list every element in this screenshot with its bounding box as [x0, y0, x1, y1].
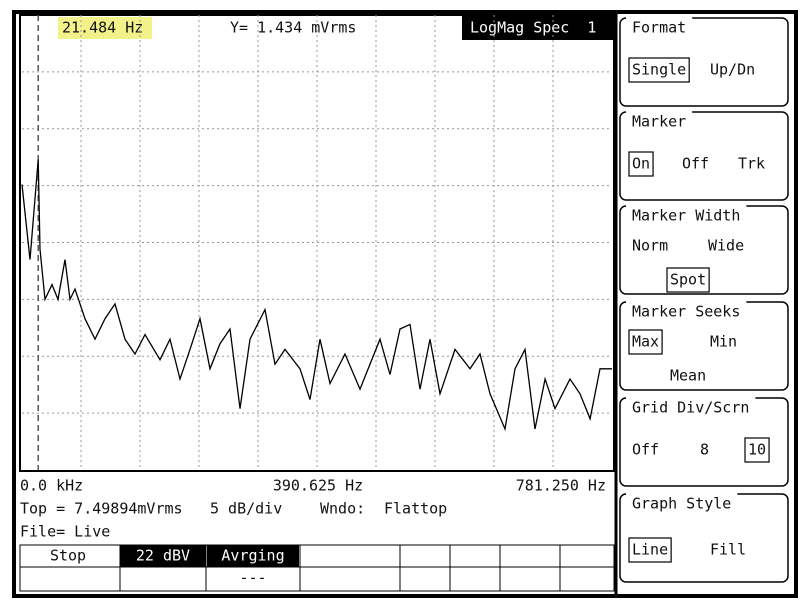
- menu-option[interactable]: Mean: [670, 367, 706, 385]
- menu-title: Marker Width: [632, 207, 740, 225]
- menu-title: Graph Style: [632, 495, 731, 513]
- menu-option[interactable]: Off: [682, 155, 709, 173]
- menu-title: Marker Seeks: [632, 303, 740, 321]
- selected-box: [628, 151, 654, 177]
- selected-box: [628, 57, 690, 83]
- title-gap: [626, 204, 747, 210]
- window-value: Flattop: [384, 500, 447, 518]
- menu-option[interactable]: Single: [632, 61, 686, 79]
- window-label: Wndo:: [320, 500, 365, 518]
- menu-option[interactable]: Max: [632, 333, 659, 351]
- menu-option[interactable]: Fill: [710, 541, 746, 559]
- title-gap: [626, 110, 693, 116]
- title-gap: [626, 16, 693, 22]
- menu-option[interactable]: Norm: [632, 237, 668, 255]
- softkey[interactable]: Stop: [50, 547, 86, 565]
- menu-option[interactable]: Line: [632, 541, 668, 559]
- menu-title: Marker: [632, 113, 686, 131]
- softkey-bg: [207, 545, 299, 567]
- menu-box: [619, 111, 789, 201]
- menu-option[interactable]: Wide: [708, 237, 744, 255]
- title-gap: [626, 300, 747, 306]
- bezel: [12, 10, 798, 598]
- mode-label: LogMag Spec 1: [470, 19, 596, 37]
- title-gap: [626, 396, 756, 402]
- scale-readout: 5 dB/div: [210, 500, 282, 518]
- top-readout: Top = 7.49894mVrms: [20, 500, 183, 518]
- mode-box: [462, 16, 613, 40]
- trace: [21, 159, 612, 432]
- menu-option[interactable]: Spot: [670, 271, 706, 289]
- marker-highlight: [58, 17, 152, 39]
- selected-box: [628, 537, 672, 563]
- menu-option[interactable]: Trk: [738, 155, 765, 173]
- menu-box: [619, 17, 789, 107]
- x-label-mid: 390.625 Hz: [273, 477, 363, 495]
- softkey[interactable]: Avrging: [221, 547, 284, 565]
- softkey-bar: [19, 544, 615, 592]
- menu-title: Grid Div/Scrn: [632, 399, 749, 417]
- x-label-start: 0.0 kHz: [20, 477, 83, 495]
- menu-option[interactable]: Min: [710, 333, 737, 351]
- menu-title: Format: [632, 19, 686, 37]
- x-label-end: 781.250 Hz: [516, 477, 606, 495]
- selected-box: [744, 437, 770, 463]
- menu-option[interactable]: Up/Dn: [710, 61, 755, 79]
- selected-box: [628, 329, 663, 355]
- softkey-sub: ---: [239, 569, 266, 587]
- title-gap: [626, 492, 738, 498]
- menu-option[interactable]: 8: [700, 441, 709, 459]
- softkey-bg: [120, 545, 206, 567]
- menu-option[interactable]: Off: [632, 441, 659, 459]
- file-readout: File= Live: [20, 523, 110, 541]
- selected-box: [666, 267, 710, 293]
- menu-option[interactable]: 10: [748, 441, 766, 459]
- marker-frequency: 21.484 Hz: [62, 19, 143, 37]
- softkey[interactable]: 22 dBV: [136, 547, 190, 565]
- menu-option[interactable]: On: [632, 155, 650, 173]
- y-readout: Y= 1.434 mVrms: [230, 19, 356, 37]
